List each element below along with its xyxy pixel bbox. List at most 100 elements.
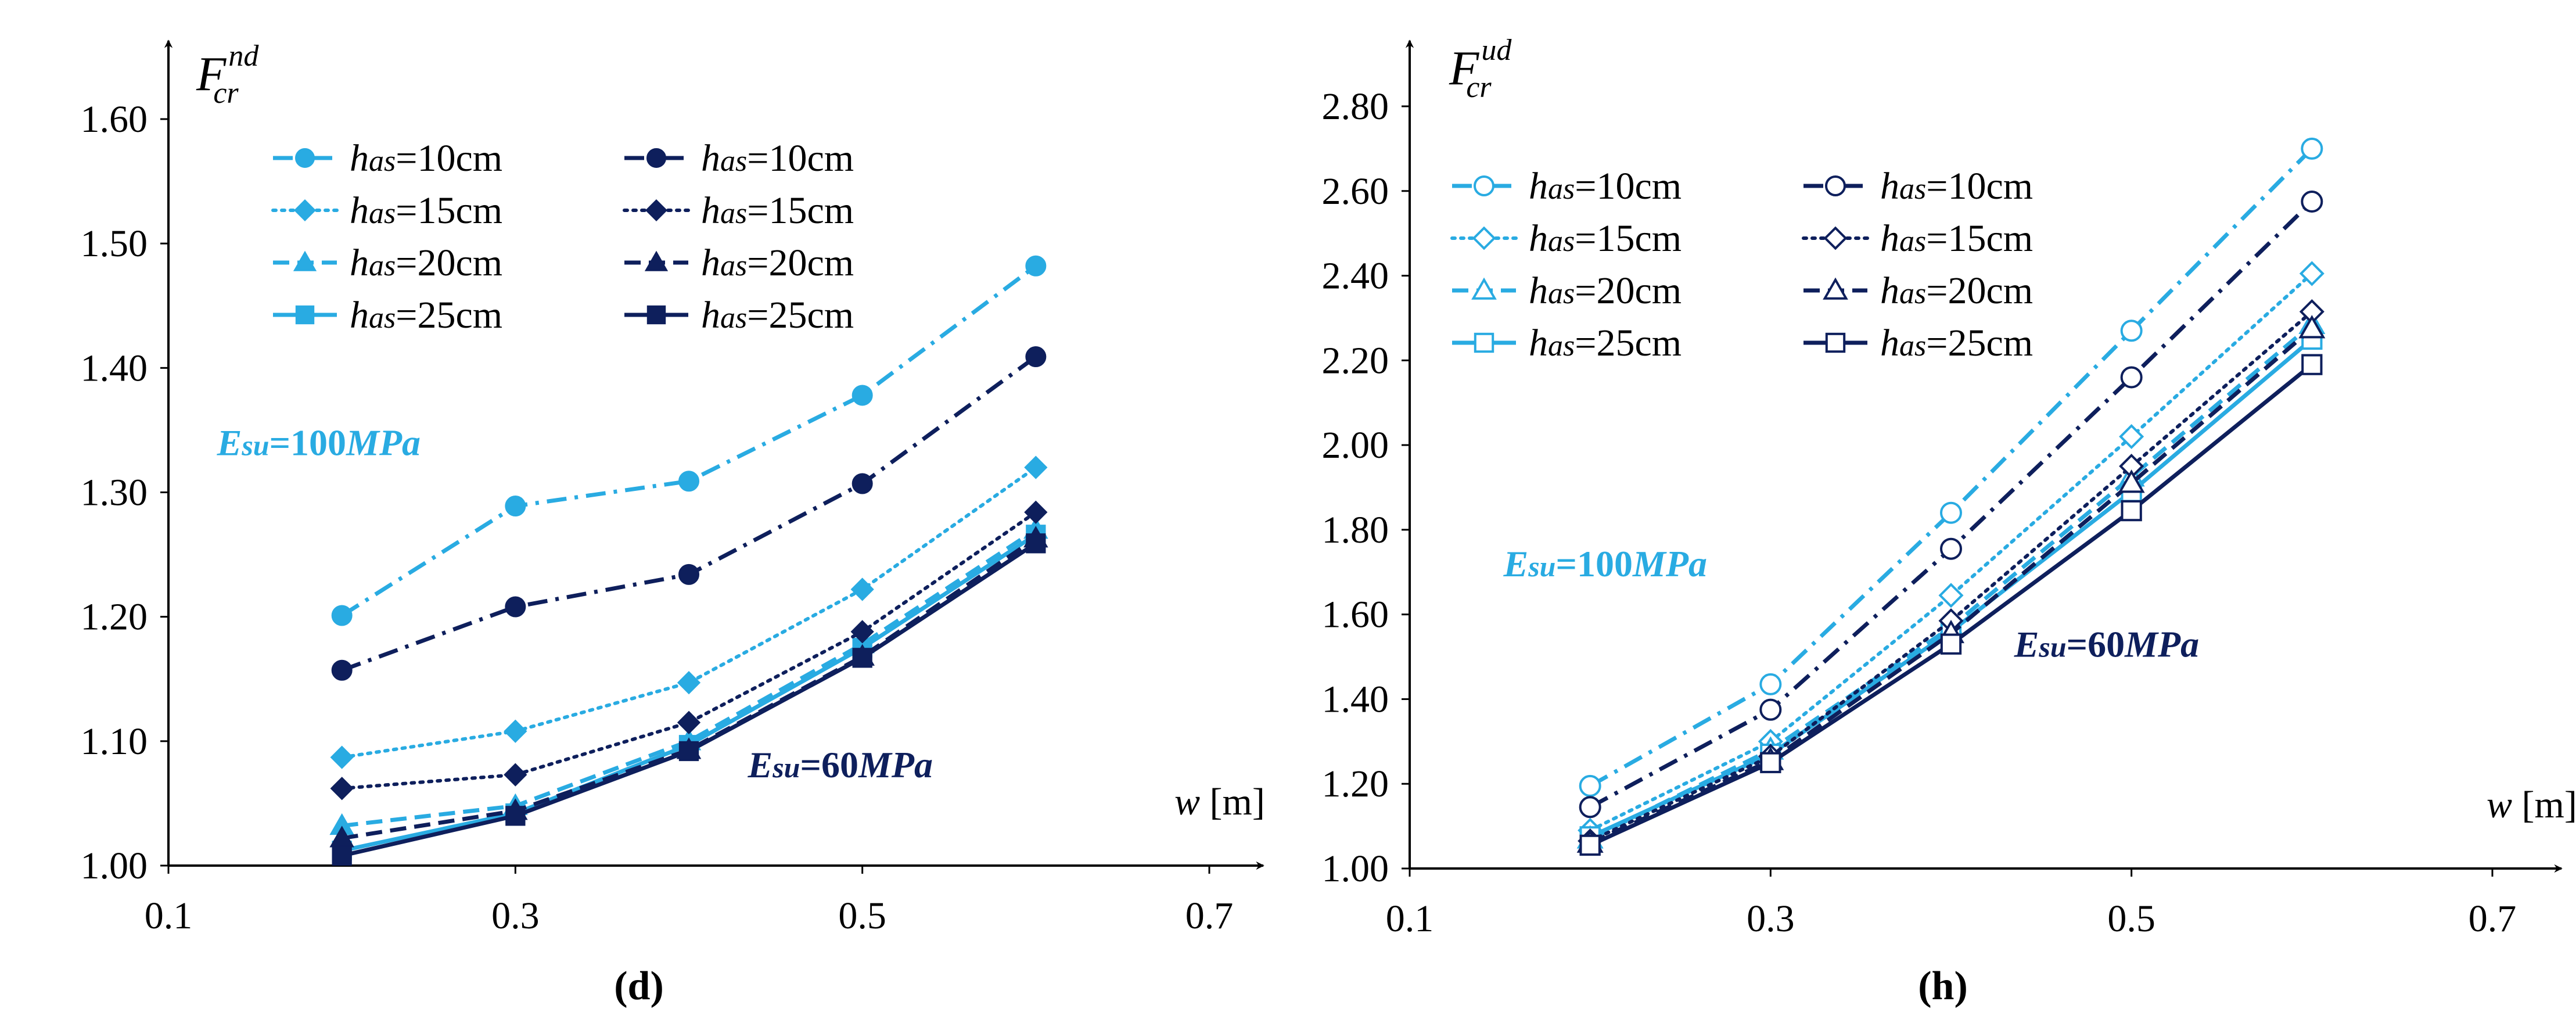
data-point-circle — [505, 597, 525, 617]
series-line — [342, 357, 1036, 670]
data-point-square — [2302, 355, 2321, 374]
data-point-diamond — [1025, 457, 1047, 478]
legend-label: has=25cm — [1880, 322, 2033, 364]
y-tick-label: 1.50 — [81, 222, 148, 265]
data-point-square — [1475, 334, 1493, 351]
y-tick-label: 1.60 — [81, 98, 148, 141]
annotation-esu: Esu=60MPa — [748, 744, 933, 785]
data-point-circle — [1475, 177, 1493, 195]
x-tick-label: 0.7 — [2469, 898, 2517, 940]
data-point-diamond — [1825, 228, 1845, 248]
data-point-circle — [1580, 797, 1600, 817]
legend-item: has=25cm — [624, 294, 854, 336]
data-point-circle — [853, 474, 872, 494]
y-tick-label: 1.40 — [1322, 678, 1389, 720]
legend: has=10cm has=15cm has=20cm has=25cm has=10cm… — [273, 137, 854, 336]
y-tick-label: 1.00 — [1322, 848, 1389, 890]
data-point-circle — [332, 606, 352, 626]
data-point-circle — [1580, 776, 1600, 796]
legend-label: has=10cm — [350, 137, 502, 180]
series-line — [342, 543, 1036, 856]
legend-label: has=20cm — [350, 242, 502, 284]
x-tick-label: 0.7 — [1185, 895, 1234, 937]
data-point-circle — [1761, 674, 1780, 694]
legend-item: has=15cm — [1452, 217, 1682, 260]
data-point-circle — [2122, 321, 2142, 340]
data-point-diamond — [505, 720, 526, 742]
legend-item: has=10cm — [1452, 165, 1682, 207]
data-point-circle — [1761, 700, 1780, 720]
y-tick-label: 1.80 — [1322, 509, 1389, 551]
data-point-circle — [679, 565, 699, 584]
y-tick-label: 1.00 — [81, 845, 148, 887]
data-point-square — [853, 648, 872, 667]
x-axis-title: w [m] — [1174, 781, 1265, 823]
x-tick-label: 0.1 — [1386, 898, 1434, 940]
legend-item: has=15cm — [624, 189, 854, 232]
legend-label: has=20cm — [1529, 270, 1682, 312]
data-point-diamond — [852, 579, 873, 600]
data-point-square — [296, 306, 314, 324]
x-tick-label: 0.5 — [2107, 898, 2155, 940]
annotation-esu: Esu=100MPa — [217, 422, 421, 463]
annotation-esu: Esu=100MPa — [1503, 543, 1707, 584]
series-esu60mpa-has10cm — [332, 347, 1046, 680]
legend-item: has=25cm — [273, 294, 502, 336]
data-point-circle — [1941, 503, 1961, 523]
legend-label: has=15cm — [701, 189, 854, 232]
chart-panel-h: 1.001.201.401.601.802.002.202.402.602.80… — [1322, 34, 2576, 1009]
data-point-diamond — [678, 672, 699, 693]
legend-label: has=10cm — [1880, 165, 2033, 207]
y-tick-label: 2.20 — [1322, 339, 1389, 382]
data-point-circle — [2302, 192, 2322, 211]
y-tick-label: 1.20 — [1322, 763, 1389, 805]
legend-item: has=20cm — [1452, 270, 1682, 312]
data-point-square — [1581, 836, 1600, 855]
data-point-circle — [332, 661, 352, 680]
legend-label: has=10cm — [701, 137, 854, 180]
data-point-square — [680, 742, 698, 760]
legend-label: has=10cm — [1529, 165, 1682, 207]
legend-label: has=15cm — [350, 189, 502, 232]
x-tick-label: 0.3 — [491, 895, 540, 937]
y-tick-label: 1.10 — [81, 720, 148, 763]
panel-label: (h) — [1918, 964, 1968, 1009]
data-point-square — [1942, 635, 1960, 654]
data-point-diamond — [1025, 501, 1047, 523]
y-tick-label: 1.20 — [81, 596, 148, 638]
legend-item: has=15cm — [1803, 217, 2033, 260]
data-point-square — [1827, 334, 1844, 351]
y-tick-label: 1.30 — [81, 472, 148, 514]
data-point-circle — [2122, 367, 2142, 387]
data-point-circle — [1826, 177, 1845, 195]
data-point-circle — [1941, 539, 1961, 559]
legend-item: has=20cm — [624, 242, 854, 284]
data-point-diamond — [331, 747, 353, 768]
data-point-square — [648, 306, 665, 324]
legend-label: has=20cm — [1880, 270, 2033, 312]
data-point-diamond — [646, 200, 666, 220]
data-point-square — [333, 846, 351, 865]
data-point-diamond — [294, 200, 315, 220]
legend-item: has=10cm — [624, 137, 854, 180]
y-tick-label: 1.40 — [81, 347, 148, 389]
legend-item: has=10cm — [273, 137, 502, 180]
x-tick-label: 0.5 — [838, 895, 886, 937]
legend-item: has=15cm — [273, 189, 502, 232]
legend: has=10cm has=15cm has=20cm has=25cm has=10cm… — [1452, 165, 2033, 364]
x-tick-label: 0.1 — [145, 895, 193, 937]
panel-label: (d) — [614, 964, 664, 1009]
data-point-circle — [2302, 139, 2322, 159]
data-point-circle — [679, 471, 699, 491]
data-point-diamond — [505, 764, 526, 785]
legend-label: has=25cm — [701, 294, 854, 336]
legend-item: has=10cm — [1803, 165, 2033, 207]
legend-item: has=20cm — [273, 242, 502, 284]
x-axis-title: w [m] — [2487, 784, 2576, 826]
data-point-diamond — [331, 778, 353, 799]
y-tick-label: 2.00 — [1322, 424, 1389, 466]
